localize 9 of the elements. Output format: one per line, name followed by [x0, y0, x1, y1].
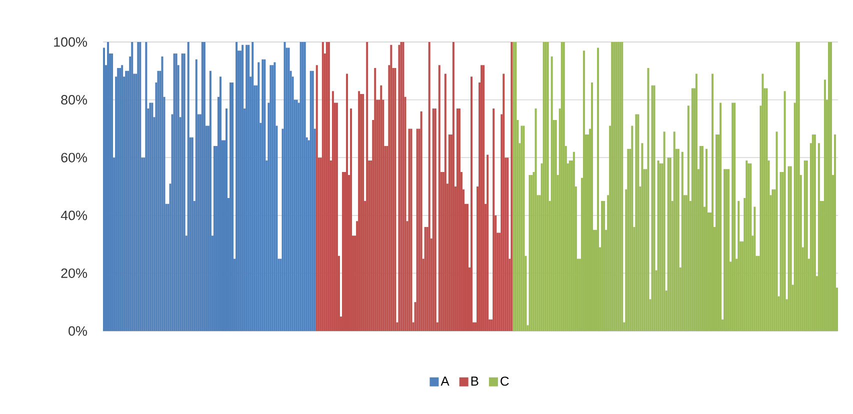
legend-label: C	[500, 376, 509, 386]
y-tick-label: 60%	[61, 152, 87, 162]
y-tick-label: 100%	[54, 37, 87, 47]
y-tick-label: 40%	[60, 210, 87, 220]
legend-label: A	[440, 376, 450, 386]
legend-label: B	[471, 376, 478, 386]
y-tick-label: 20%	[61, 268, 87, 278]
y-tick-label: 80%	[61, 95, 87, 105]
y-tick-label: 0%	[68, 326, 88, 336]
